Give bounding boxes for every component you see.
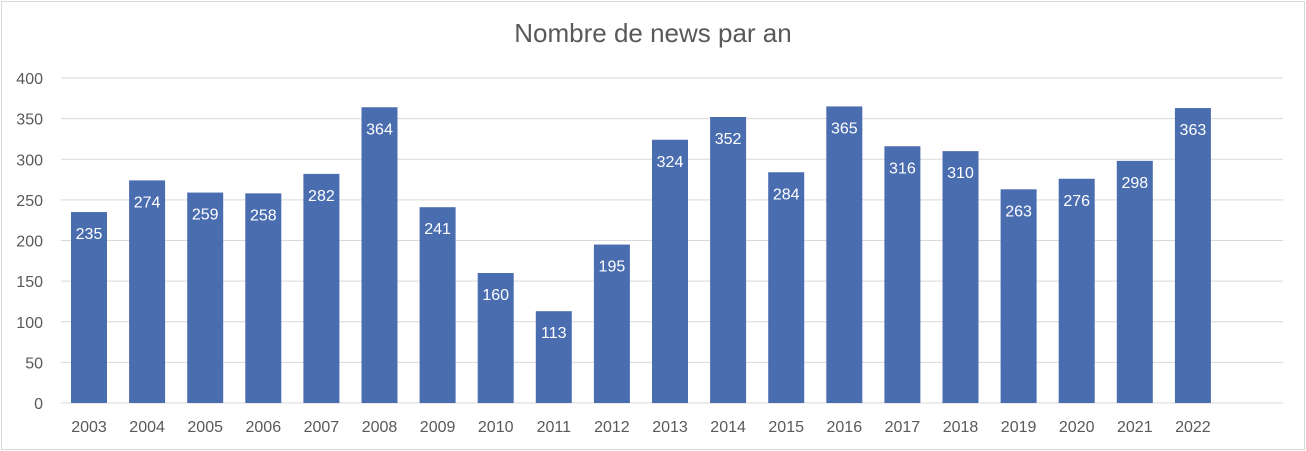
bar-2011 (535, 311, 572, 403)
x-tick-label: 2011 (537, 419, 572, 436)
data-label-2015: 284 (773, 186, 800, 203)
data-label-2006: 258 (250, 207, 277, 224)
data-label-2009: 241 (424, 221, 451, 238)
x-tick-label: 2005 (187, 419, 223, 436)
x-tick-label: 2021 (1117, 419, 1153, 436)
bar-2007 (303, 173, 340, 403)
x-tick-label: 2019 (1001, 419, 1037, 436)
x-tick-label: 2020 (1059, 419, 1095, 436)
data-label-2017: 316 (889, 160, 916, 177)
x-tick-label: 2004 (129, 419, 165, 436)
bar-2014 (710, 117, 747, 403)
data-label-2014: 352 (715, 131, 742, 148)
x-tick-label: 2007 (304, 419, 340, 436)
bar-2020 (1058, 178, 1095, 403)
data-label-2005: 259 (192, 207, 219, 224)
x-tick-label: 2016 (827, 419, 863, 436)
data-label-2021: 298 (1121, 175, 1148, 192)
y-tick-label: 100 (16, 315, 43, 332)
bar-2018 (942, 151, 979, 403)
bar-2021 (1116, 160, 1153, 403)
y-tick-label: 350 (16, 112, 43, 129)
data-label-2016: 365 (831, 120, 858, 137)
bar-2017 (884, 146, 921, 403)
bar-2013 (652, 139, 688, 403)
bar-2016 (826, 106, 863, 403)
x-tick-label: 2009 (420, 419, 456, 436)
bar-2019 (1000, 189, 1037, 403)
bar-2005 (187, 192, 224, 403)
y-tick-label: 50 (25, 355, 43, 372)
data-label-2018: 310 (947, 165, 974, 182)
bar-2022 (1174, 108, 1211, 403)
bar-2003 (71, 212, 107, 403)
x-tick-label: 2006 (246, 419, 282, 436)
y-tick-label: 200 (16, 234, 43, 251)
data-label-2019: 263 (1005, 203, 1032, 220)
x-tick-label: 2012 (594, 419, 630, 436)
bar-2009 (419, 207, 456, 403)
x-tick-label: 2003 (71, 419, 107, 436)
x-tick-label: 2022 (1175, 419, 1211, 436)
x-tick-label: 2014 (710, 419, 746, 436)
x-tick-label: 2013 (652, 419, 688, 436)
y-tick-label: 400 (16, 71, 43, 88)
y-tick-label: 150 (16, 274, 43, 291)
data-label-2010: 160 (482, 287, 509, 304)
data-label-2008: 364 (366, 121, 393, 138)
x-tick-label: 2017 (885, 419, 921, 436)
bar-2012 (593, 244, 630, 403)
chart-title: Nombre de news par an (514, 18, 792, 48)
bar-2006 (245, 193, 282, 403)
data-label-2003: 235 (76, 226, 103, 243)
y-tick-label: 250 (16, 193, 43, 210)
bar-2015 (768, 172, 805, 403)
y-tick-label: 300 (16, 152, 43, 169)
x-tick-label: 2010 (478, 419, 514, 436)
data-label-2022: 363 (1180, 122, 1207, 139)
data-label-2013: 324 (657, 154, 684, 171)
x-tick-label: 2008 (362, 419, 398, 436)
bar-2010 (477, 273, 514, 403)
data-label-2020: 276 (1063, 193, 1090, 210)
y-tick-label: 0 (34, 396, 43, 413)
x-tick-label: 2015 (768, 419, 804, 436)
bar-2008 (361, 107, 398, 403)
bar-2004 (129, 180, 166, 403)
data-label-2012: 195 (599, 259, 626, 276)
data-label-2004: 274 (134, 194, 161, 211)
data-label-2011: 113 (541, 325, 567, 342)
x-tick-label: 2018 (943, 419, 979, 436)
data-label-2007: 282 (308, 188, 335, 205)
